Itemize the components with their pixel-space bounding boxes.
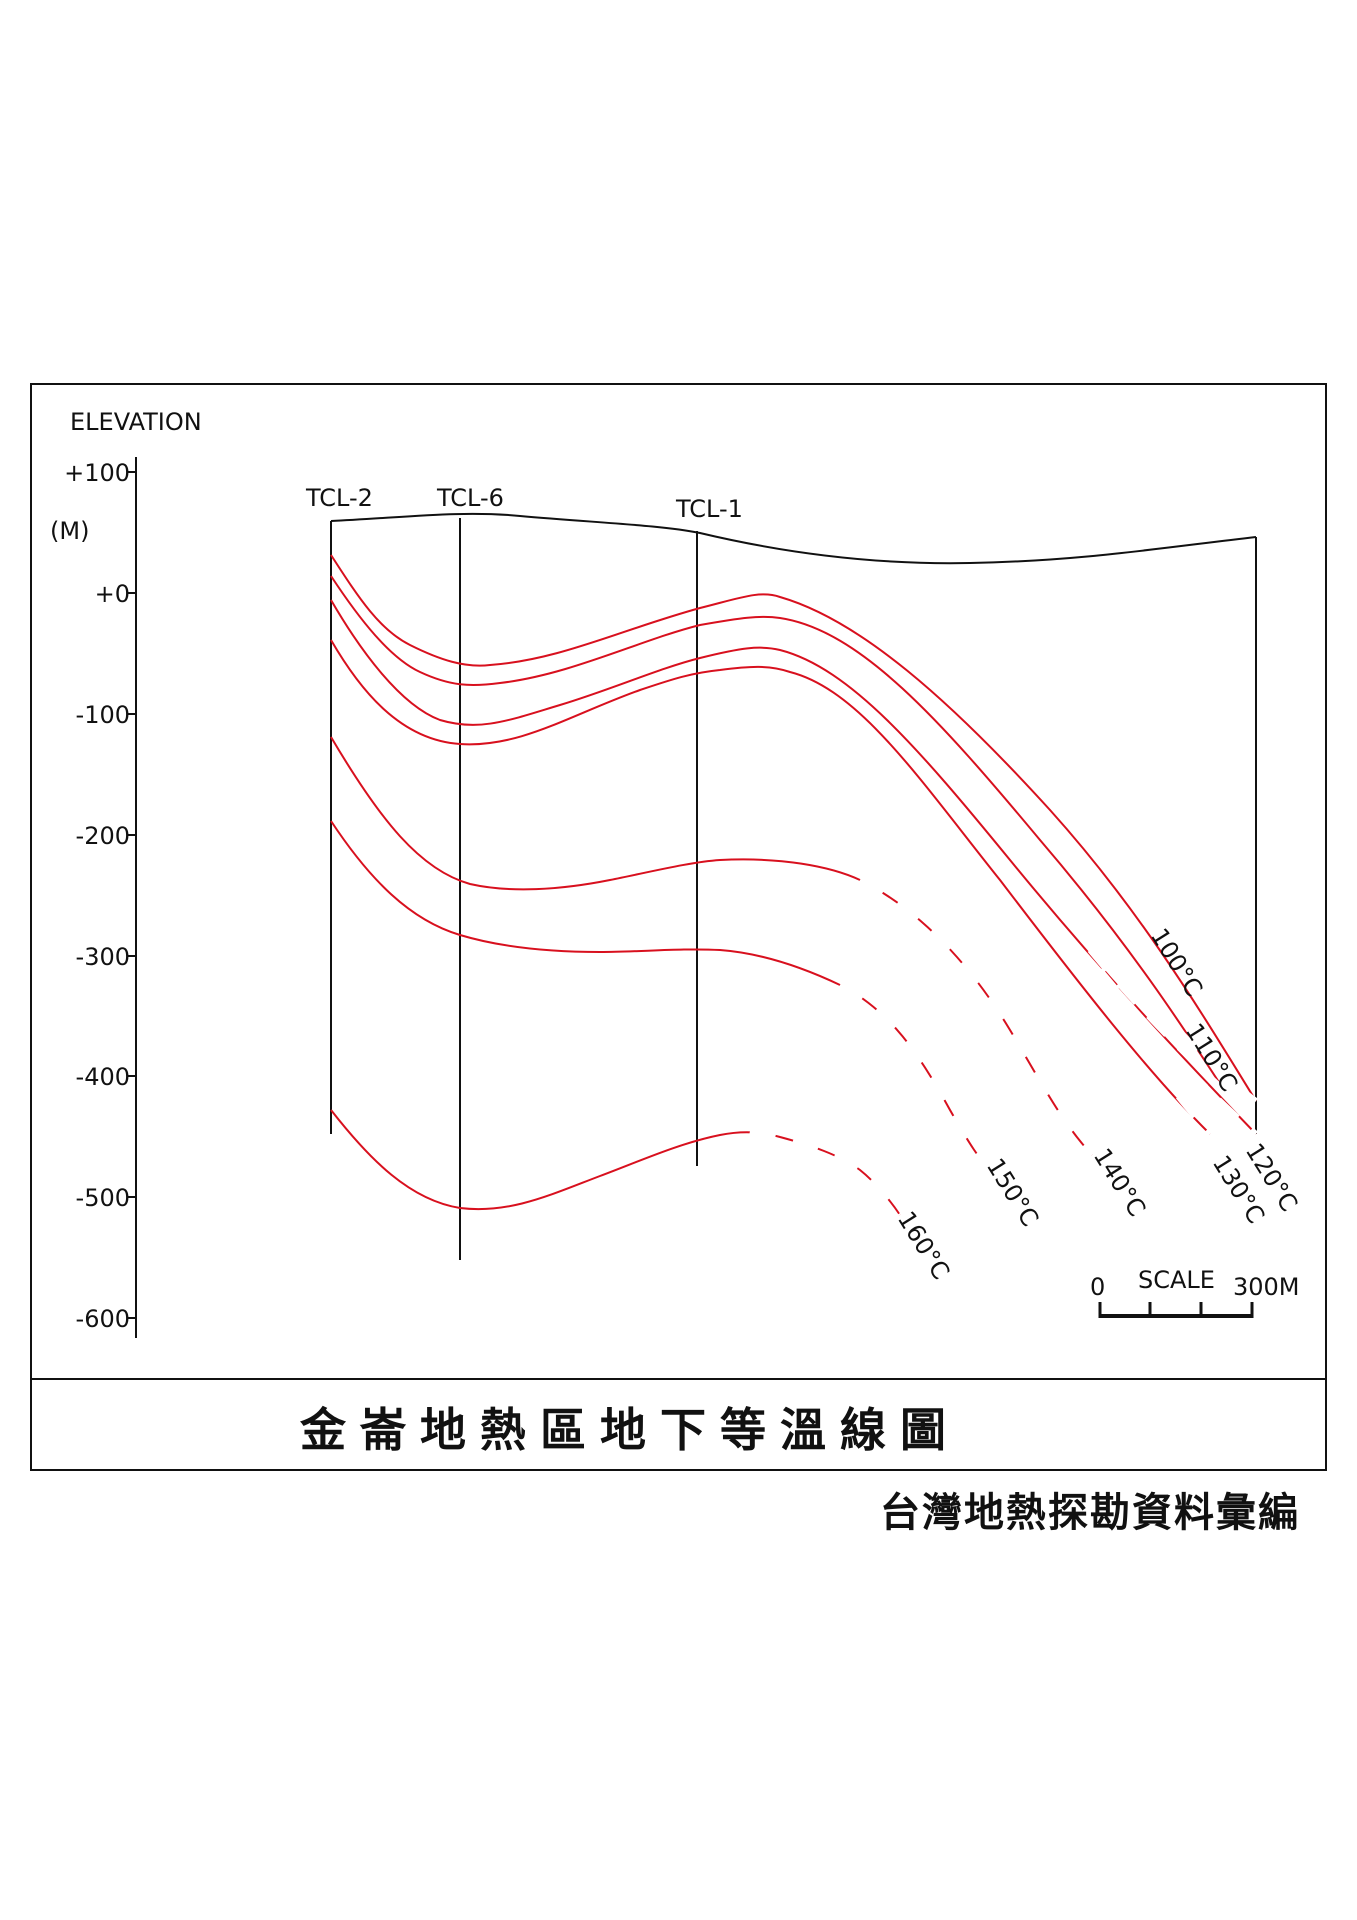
isotherm-120-line	[330, 599, 1257, 1135]
tick-label--300: -300	[76, 943, 130, 971]
tick-label--200: -200	[76, 822, 130, 850]
isotherm-lines	[330, 554, 1257, 1216]
isotherm-dash-gaps	[749, 877, 1258, 1217]
scale-end-label: 300M	[1233, 1273, 1300, 1301]
isotherm-160-line	[330, 1109, 901, 1216]
axis-ticks	[128, 471, 136, 1319]
source-footer: 台灣地熱探勘資料彙編	[880, 1490, 1300, 1536]
isotherm-110-line	[330, 575, 1225, 1091]
scale-title: SCALE	[1138, 1266, 1215, 1294]
well-label-tcl-2: TCL-2	[305, 484, 373, 512]
tick-label-0: +0	[95, 580, 130, 608]
axis-tick-labels: +100 +0 -100 -200 -300 -400 -500 -600	[64, 459, 130, 1333]
scale-bar: 0 SCALE 300M	[1090, 1266, 1300, 1318]
isotherm-150-line	[330, 820, 991, 1171]
isotherm-label-100: 100°C	[1145, 923, 1208, 1001]
figure-title: 金崙地熱區地下等溫線圖	[299, 1403, 960, 1457]
tick-label--400: -400	[76, 1063, 130, 1091]
tick-label--600: -600	[76, 1305, 130, 1333]
isotherm-label-150: 150°C	[981, 1153, 1044, 1231]
axis-title: ELEVATION	[70, 408, 202, 436]
tick-label--500: -500	[76, 1184, 130, 1212]
axis-unit: (M)	[50, 517, 89, 545]
scale-start-label: 0	[1090, 1273, 1105, 1301]
ground-surface-line	[330, 512, 1257, 565]
isotherm-label-160: 160°C	[892, 1206, 955, 1284]
isotherm-label-140: 140°C	[1088, 1143, 1151, 1221]
isotherm-130-line	[330, 639, 1211, 1135]
isotherm-100-line	[330, 554, 1257, 1102]
tick-label-+100: +100	[64, 459, 130, 487]
figure-frame	[30, 383, 1327, 1471]
well-label-tcl-1: TCL-1	[675, 495, 743, 523]
isotherm-labels: 100°C 110°C 120°C 130°C 140°C 150°C 160°…	[892, 923, 1303, 1284]
well-label-tcl-6: TCL-6	[436, 484, 504, 512]
tick-label--100: -100	[76, 701, 130, 729]
isotherm-140-line	[330, 736, 1093, 1156]
